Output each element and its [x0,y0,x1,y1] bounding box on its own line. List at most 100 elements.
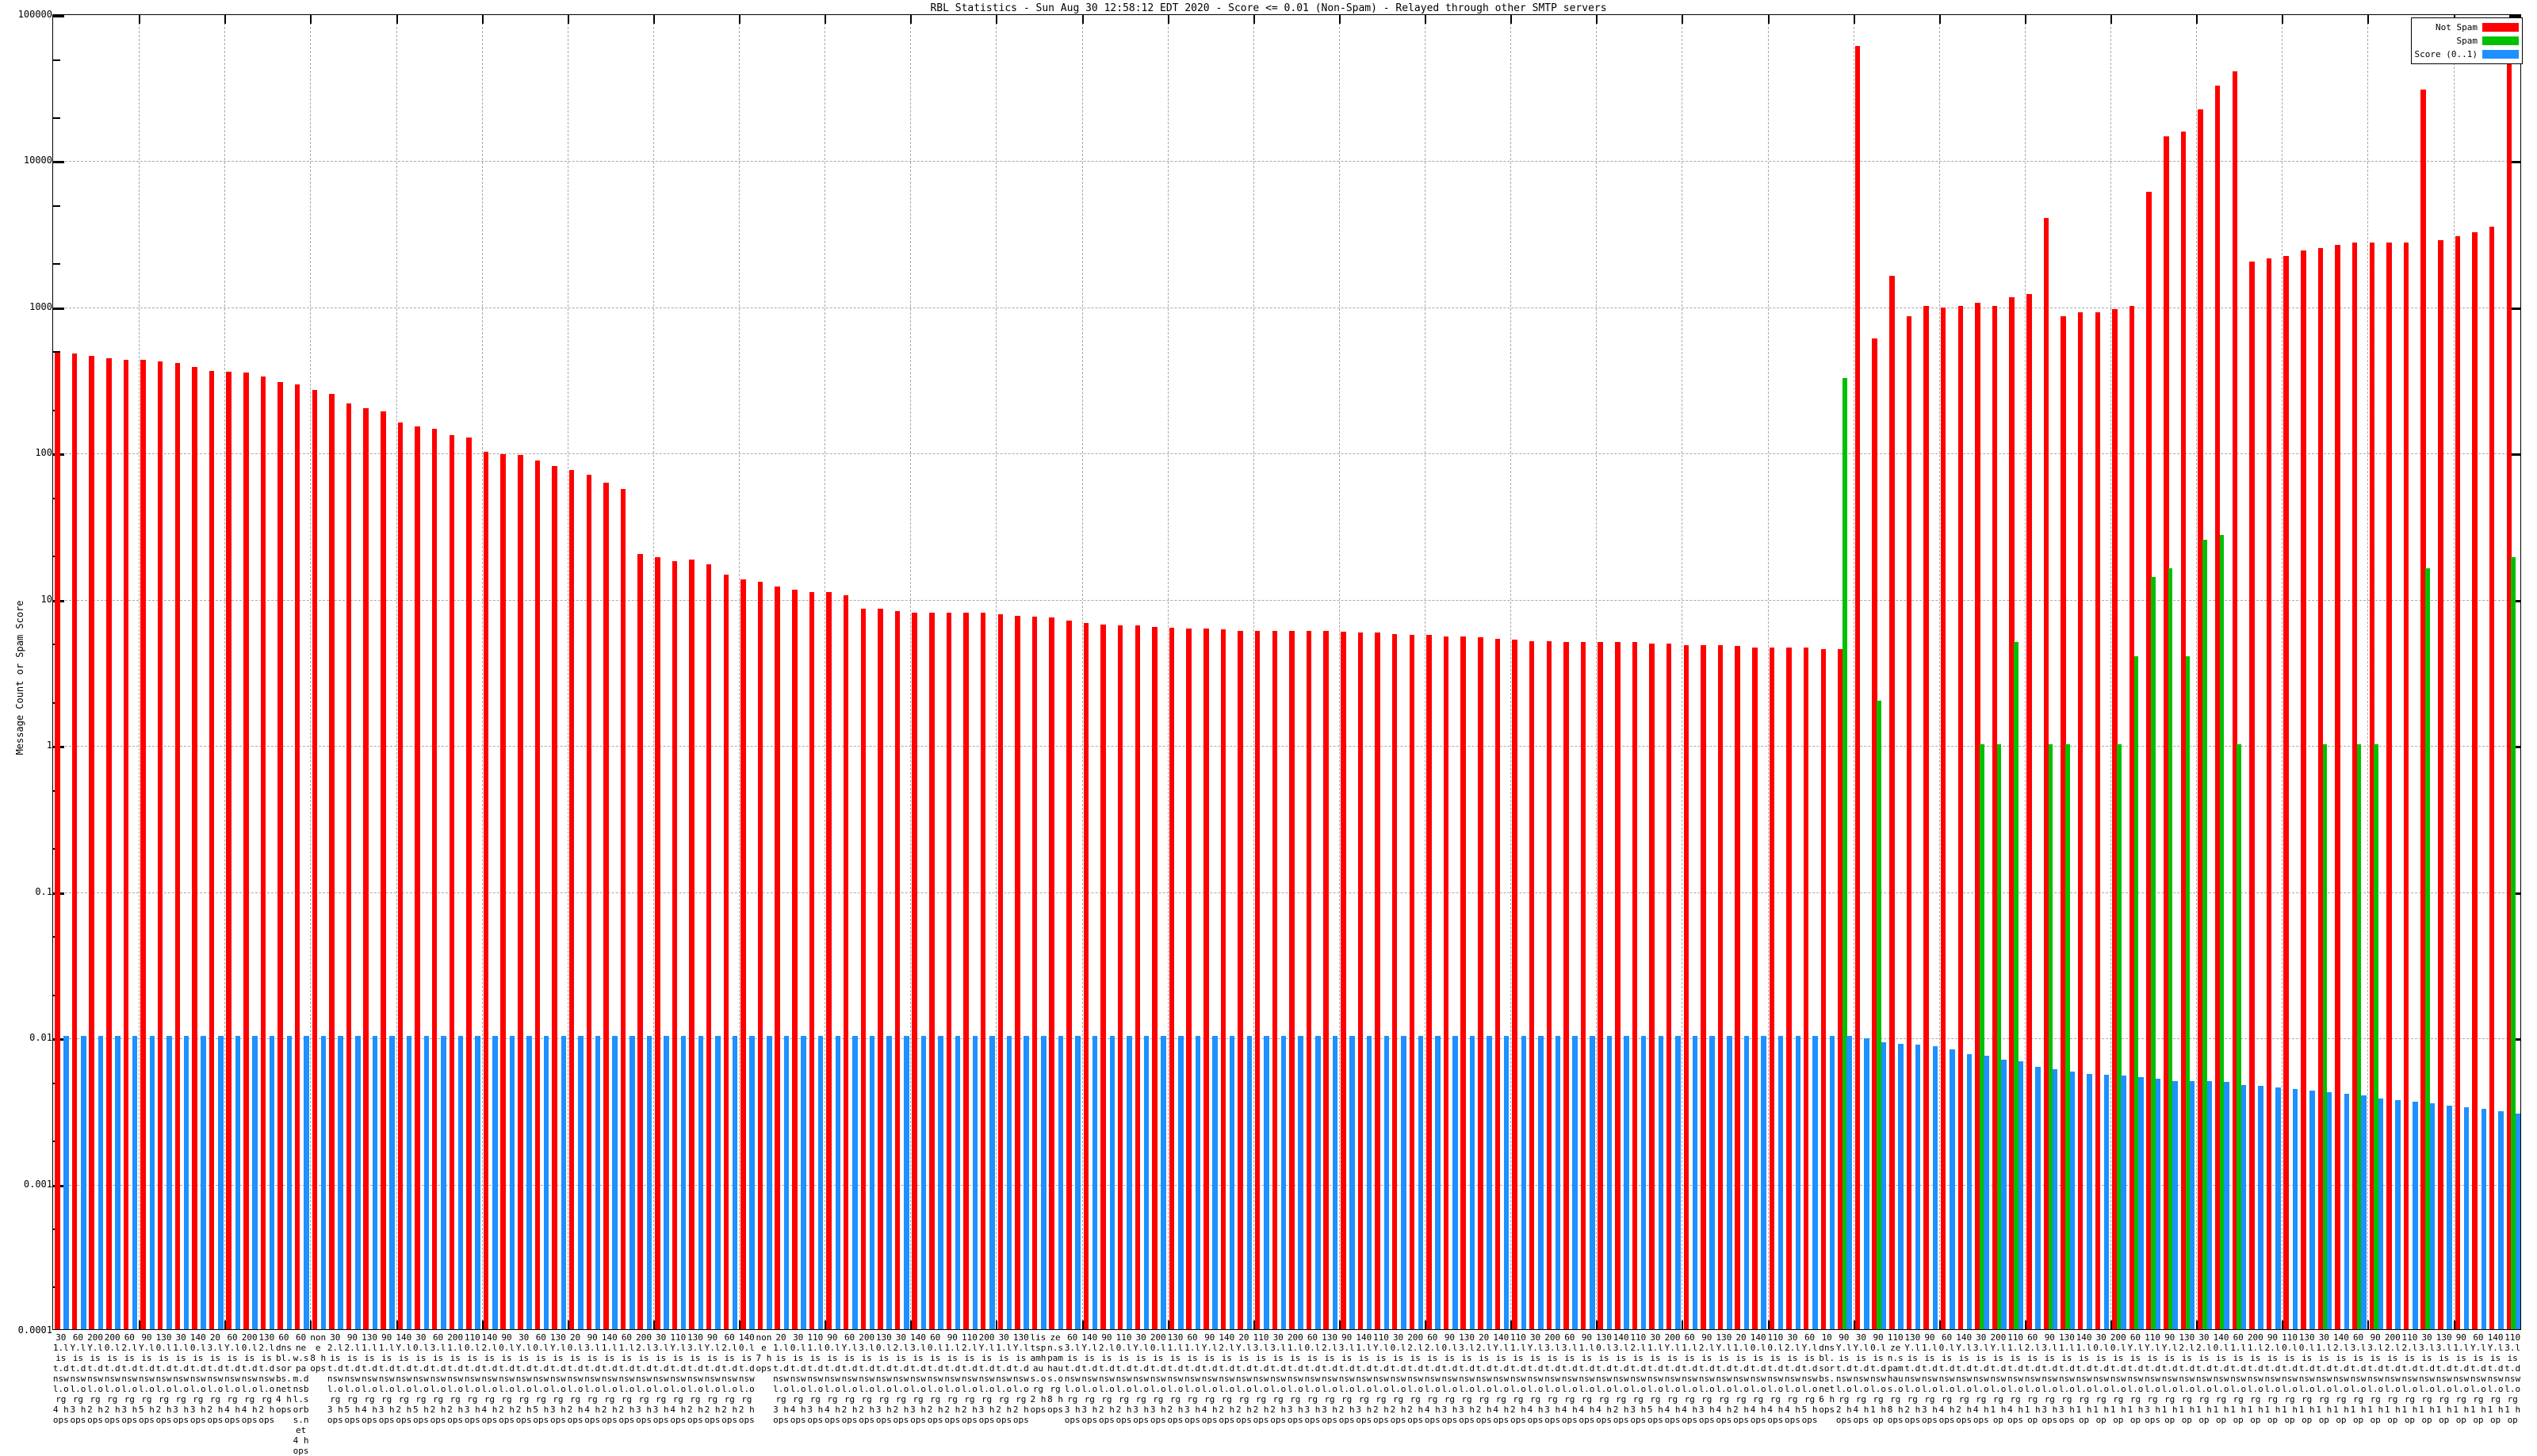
x-axis-label: 60 Y.list.dnswl.org 5 hops [1801,1332,1818,1425]
x-axis-tick-bottom [310,1320,312,1329]
bar-spam [2322,744,2328,1329]
chart-title: RBL Statistics - Sun Aug 30 12:58:12 EDT… [930,2,1607,14]
bar-spam [2048,744,2053,1329]
bar-score [1727,1036,1732,1329]
bar-not-spam [1632,642,1638,1329]
bar-not-spam [757,581,763,1329]
x-axis-label: 60 1.list.dnswl.org 4 hops [1682,1332,1698,1425]
x-axis-label: 60 2.list.dnswl.org 3 hops [121,1332,138,1425]
bar-not-spam [912,612,917,1329]
x-axis-label: 90 Y.list.dnswl.org 5 hops [139,1332,155,1425]
x-axis-label: 30 0.list.dnswl.org 4 hops [790,1332,806,1425]
bar-score [2515,1113,2520,1329]
bar-not-spam [1803,647,1809,1329]
bar-not-spam [1820,648,1827,1329]
x-axis-tick-top [1853,15,1855,24]
bar-not-spam [226,371,232,1329]
x-axis-tick-top [1338,15,1341,24]
bar-score [1127,1036,1132,1329]
bar-score [1383,1036,1390,1329]
x-axis-tick-bottom [2367,1320,2370,1329]
x-axis-label: 140 3.list.dnswl.org 2 hops [1613,1332,1629,1425]
bar-spam [2356,744,2362,1329]
x-axis-tick-top [1081,15,1084,24]
plot-area [52,14,2521,1330]
bar-score [852,1036,858,1329]
x-axis-label: 130 3.list.dnswl.org 3 hops [1459,1332,1475,1425]
x-axis-label: 60 1.list.dnswl.org 2 hops [618,1332,635,1425]
bar-not-spam [415,426,420,1329]
bar-score [578,1036,584,1329]
bar-score [475,1036,480,1329]
x-axis-label: 140 3.list.dnswl.org 3 hops [910,1332,926,1425]
bar-score [2224,1082,2229,1329]
bar-score [1401,1036,1406,1329]
bar-not-spam [1083,622,1089,1329]
bar-score [526,1036,532,1329]
x-axis-label: 30 0.list.dnswl.org 1 hop [2093,1332,2110,1425]
bar-not-spam [2317,247,2324,1329]
x-axis-label: 90 3.list.dnswl.org 4 hops [584,1332,601,1425]
bar-not-spam [1872,338,1877,1329]
x-axis-label: 60 2.list.dnswl.org 4 hops [1424,1332,1441,1425]
bar-score [1161,1036,1166,1329]
gridline-vertical [139,15,140,1329]
x-axis-tick-top [1253,15,1255,24]
x-axis-label: 30 1.list.dnswl.org 2 hops [996,1332,1012,1425]
x-axis-label: 20 2.list.dnswl.org 2 hops [1475,1332,1492,1425]
bar-score [955,1036,961,1329]
bar-score [338,1036,343,1329]
bar-spam [2151,576,2156,1329]
bar-not-spam [2146,192,2152,1329]
bar-not-spam [878,608,883,1329]
x-axis-label: 90 0.list.dnswl.org 1 hop [1870,1332,1886,1425]
bar-not-spam [1341,632,1346,1329]
x-axis-label: 110 0.list.dnswl.org 4 hops [1767,1332,1784,1425]
bar-score [698,1036,704,1329]
x-axis-label: 60 Y.list.dnswl.org 1 hop [2127,1332,2144,1425]
bar-score [1777,1036,1784,1329]
bar-score [1229,1036,1235,1329]
x-axis-tick-bottom [2196,1320,2198,1329]
x-axis-label: 130 2.list.dnswl.org 1 hop [2179,1332,2195,1425]
x-axis-label: 90 3.list.dnswl.org 1 hop [2367,1332,2384,1425]
bar-score [1881,1041,1887,1329]
bar-not-spam [1203,629,1209,1329]
x-axis-tick-top [1682,15,1684,24]
x-axis-tick-bottom [1081,1320,1084,1329]
bar-not-spam [2214,86,2221,1329]
x-axis-tick-top [224,15,227,24]
x-axis-label: 30 Y.list.dnswl.org 3 hops [1133,1332,1150,1425]
bar-not-spam [431,428,438,1329]
bar-score [2001,1059,2007,1329]
bar-not-spam [55,352,60,1329]
bar-score [509,1036,515,1329]
bar-not-spam [1923,305,1929,1329]
y-axis-tick [53,15,64,17]
x-axis-label: 130 2.list.dnswl.org 3 hops [1322,1332,1337,1425]
gridline-vertical [1167,15,1169,1329]
legend-item: Score (0..1) [2415,48,2519,61]
bar-not-spam [1889,276,1895,1329]
bar-not-spam [2077,312,2084,1329]
bar-score [132,1036,138,1329]
x-axis-label: 200 Y.list.dnswl.org 1 hop [1990,1332,2007,1425]
legend-item: Not Spam [2415,21,2519,34]
x-axis-tick-top [1767,15,1770,24]
bar-not-spam [1957,305,1964,1329]
bar-score [2240,1084,2247,1329]
y-axis-tick-right [2509,15,2520,17]
x-axis-tick-top [2196,15,2198,24]
x-axis-label: 200 Y.list.dnswl.org 4 hops [1664,1332,1681,1425]
y-axis-minor-tick [53,59,60,61]
x-axis-label: 90 1.list.dnswl.org 1 hop [2453,1332,2470,1425]
bar-not-spam [2455,235,2461,1329]
x-axis-tick-bottom [1596,1320,1598,1329]
x-axis-label: 200 0.list.dnswl.org 3 hops [1150,1332,1166,1425]
bar-not-spam [1289,630,1295,1329]
x-axis-tick-bottom [2282,1320,2284,1329]
x-axis-label: 140 Y.list.dnswl.org 1 hop [2487,1332,2504,1425]
x-axis-label: 110 2.list.dnswl.org 1 hop [2401,1332,2418,1425]
y-axis-minor-tick [53,263,60,266]
bar-not-spam [1701,644,1706,1329]
